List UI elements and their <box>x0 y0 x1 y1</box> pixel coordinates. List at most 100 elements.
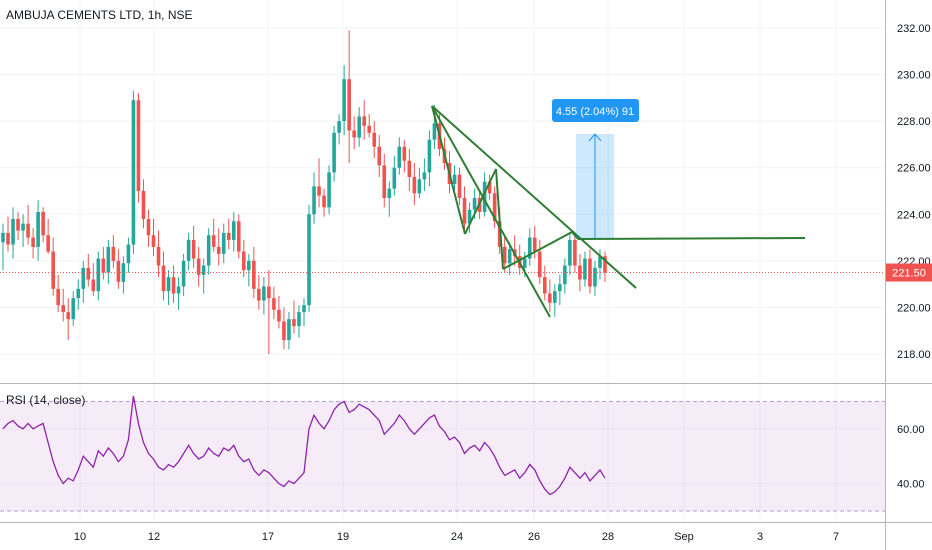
candle-body <box>61 305 65 313</box>
candle-body <box>548 293 552 303</box>
candle-body <box>267 286 271 299</box>
candle-body <box>36 211 40 247</box>
rsi-y-tick-label: 40.00 <box>897 479 925 491</box>
candle-body <box>257 288 261 301</box>
candle-body <box>522 258 527 268</box>
candle-body <box>181 260 186 287</box>
candle-body <box>201 265 206 275</box>
chart-title: AMBUJA CEMENTS LTD, 1h, NSE <box>6 8 193 22</box>
candle-body <box>156 246 161 266</box>
candle-body <box>101 258 106 273</box>
y-tick-label: 218.00 <box>897 349 931 361</box>
candle-body <box>417 179 422 194</box>
candle-body <box>31 237 35 247</box>
x-tick-label: 10 <box>74 531 86 543</box>
measure-label: 4.55 (2.04%) 91 <box>556 106 634 118</box>
candle-body <box>151 235 156 247</box>
candle-body <box>81 267 86 289</box>
candle-body <box>91 279 96 292</box>
candle-body <box>537 251 542 278</box>
candle-body <box>492 193 497 222</box>
candle-body <box>307 214 311 306</box>
candle-body <box>472 197 477 210</box>
breakout-level-line <box>577 237 806 240</box>
candle-body <box>387 188 392 198</box>
x-tick-label: Sep <box>674 531 694 543</box>
y-tick-label: 228.00 <box>897 116 931 128</box>
x-tick-label: 26 <box>528 531 540 543</box>
candle-body <box>136 100 141 191</box>
candle-body <box>292 319 296 327</box>
x-tick-label: 7 <box>833 531 839 543</box>
candle-body <box>6 232 10 245</box>
candle-body <box>573 239 577 266</box>
rsi-pane <box>0 395 885 512</box>
wedge-upper-line <box>431 105 637 289</box>
candle-body <box>593 267 597 287</box>
candle-body <box>66 312 71 320</box>
x-tick-label: 19 <box>337 531 349 543</box>
candle-body <box>86 267 91 280</box>
candle-body <box>457 174 462 198</box>
y-tick-label: 230.00 <box>897 70 931 82</box>
candle-body <box>407 160 412 178</box>
candle-body <box>171 277 176 294</box>
candle-body <box>71 298 76 320</box>
candle-body <box>76 288 81 299</box>
last-price-label: 221.50 <box>892 268 926 280</box>
x-tick-label: 3 <box>757 531 763 543</box>
y-tick-label: 232.00 <box>897 23 931 35</box>
candle-body <box>402 146 407 161</box>
candle-body <box>106 246 111 273</box>
wedge-lower-line <box>431 105 551 318</box>
rsi-y-tick-label: 60.00 <box>897 424 925 436</box>
candle-body <box>553 291 557 303</box>
candle-body <box>377 146 382 166</box>
candle-body <box>11 218 15 245</box>
y-tick-label: 220.00 <box>897 302 931 314</box>
candle-body <box>357 116 361 138</box>
candle-body <box>111 246 116 261</box>
candle-body <box>452 174 457 185</box>
candle-body <box>287 319 291 341</box>
x-tick-label: 17 <box>262 531 274 543</box>
candle-body <box>161 265 166 292</box>
candle-body <box>598 256 602 268</box>
candle-body <box>347 79 351 131</box>
y-tick-label: 224.00 <box>897 209 931 221</box>
candle-body <box>51 251 55 289</box>
candle-body <box>543 277 547 294</box>
candle-body <box>176 286 181 294</box>
candle-body <box>21 223 25 231</box>
candle-body <box>186 239 191 261</box>
candle-body <box>583 258 587 280</box>
measure-badge <box>552 99 639 122</box>
candle-body <box>312 186 316 215</box>
candle-body <box>422 172 427 180</box>
candle-body <box>211 235 216 247</box>
candle-body <box>462 197 467 224</box>
drawings: 4.55 (2.04%) 91 <box>0 99 885 318</box>
candle-body <box>502 246 507 264</box>
candle-body <box>236 221 241 252</box>
candle-body <box>41 211 45 236</box>
candle-body <box>206 235 211 266</box>
candle-body <box>216 246 221 254</box>
candle-body <box>603 256 607 273</box>
x-tick-label: 24 <box>451 531 463 543</box>
zigzag-line <box>502 231 573 270</box>
candle-body <box>272 298 276 310</box>
candle-body <box>362 116 366 126</box>
candle-body <box>16 218 20 231</box>
y-tick-label: 226.00 <box>897 163 931 175</box>
candle-body <box>297 312 301 327</box>
candle-body <box>427 139 432 173</box>
candle-body <box>242 251 246 271</box>
candle-body <box>317 186 321 196</box>
candle-body <box>322 195 326 208</box>
candle-body <box>262 286 266 301</box>
candle-body <box>337 121 341 133</box>
candle-body <box>532 237 537 252</box>
candle-body <box>146 218 151 236</box>
candle-body <box>392 167 397 189</box>
